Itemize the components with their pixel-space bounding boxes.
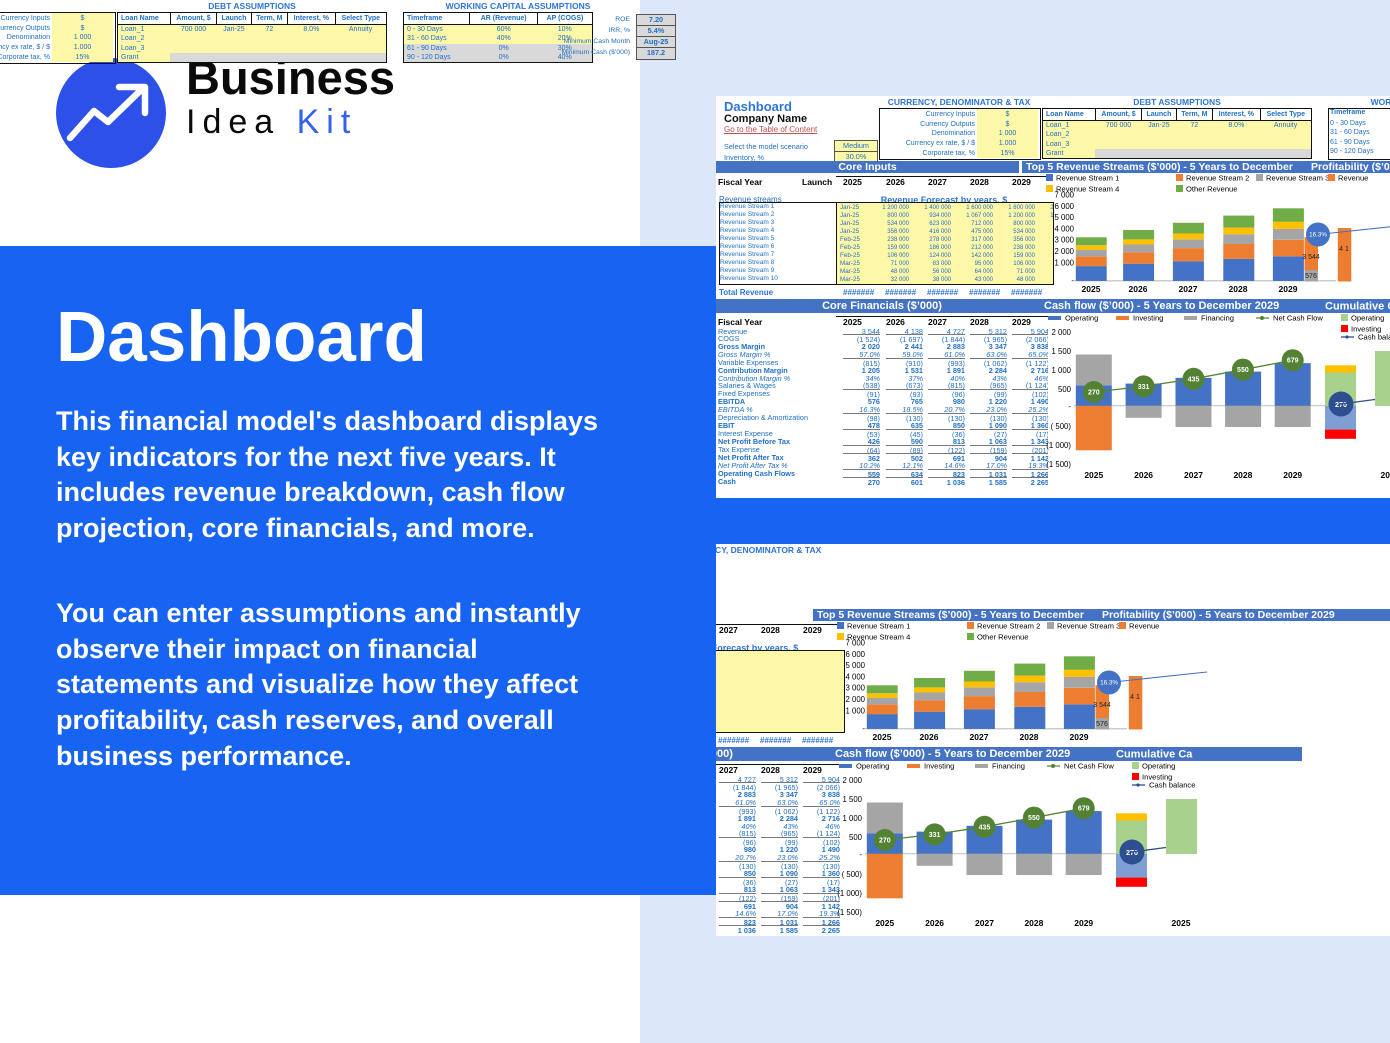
svg-text:Revenue Stream 1: Revenue Stream 1: [847, 622, 910, 631]
svg-text:2029: 2029: [1070, 732, 1089, 742]
svg-text:3 000: 3 000: [1054, 236, 1074, 245]
svg-text:Revenue Stream 3: Revenue Stream 3: [1266, 174, 1329, 183]
svg-text:Revenue: Revenue: [1338, 174, 1368, 183]
svg-text:576: 576: [1096, 721, 1108, 728]
svg-text:4 000: 4 000: [845, 672, 865, 681]
svg-text:2027: 2027: [1179, 284, 1198, 294]
svg-text:2025: 2025: [873, 732, 892, 742]
svg-text:576: 576: [1305, 273, 1317, 280]
svg-text:1 000: 1 000: [845, 706, 865, 715]
svg-text:2026: 2026: [1129, 284, 1148, 294]
svg-text:-: -: [1071, 276, 1074, 285]
svg-text:4 1: 4 1: [1130, 694, 1140, 701]
svg-text:3 544: 3 544: [1302, 254, 1320, 261]
svg-text:3 544: 3 544: [1093, 702, 1111, 709]
svg-text:Revenue Stream 2: Revenue Stream 2: [1186, 174, 1249, 183]
svg-text:5 000: 5 000: [845, 661, 865, 670]
svg-text:Revenue Stream 2: Revenue Stream 2: [977, 622, 1040, 631]
svg-text:1 000: 1 000: [1054, 258, 1074, 267]
svg-text:Revenue: Revenue: [1129, 622, 1159, 631]
svg-text:2 000: 2 000: [1054, 247, 1074, 256]
svg-text:6 000: 6 000: [845, 650, 865, 659]
svg-text:2029: 2029: [1279, 284, 1298, 294]
svg-text:-: -: [862, 724, 865, 733]
svg-text:4 1: 4 1: [1339, 246, 1349, 253]
svg-text:2 000: 2 000: [845, 695, 865, 704]
svg-text:2026: 2026: [920, 732, 939, 742]
svg-text:Other Revenue: Other Revenue: [977, 633, 1029, 642]
svg-text:6 000: 6 000: [1054, 202, 1074, 211]
svg-text:2025: 2025: [1082, 284, 1101, 294]
svg-text:2027: 2027: [970, 732, 989, 742]
svg-text:7 000: 7 000: [1054, 191, 1074, 200]
svg-text:16.3%: 16.3%: [1309, 232, 1327, 239]
svg-text:Revenue Stream 3: Revenue Stream 3: [1057, 622, 1120, 631]
svg-text:5 000: 5 000: [1054, 213, 1074, 222]
svg-text:2028: 2028: [1229, 284, 1248, 294]
svg-text:3 000: 3 000: [845, 684, 865, 693]
svg-text:4 000: 4 000: [1054, 224, 1074, 233]
svg-text:Other Revenue: Other Revenue: [1186, 185, 1238, 194]
svg-text:7 000: 7 000: [845, 639, 865, 648]
svg-text:2028: 2028: [1020, 732, 1039, 742]
svg-text:16.3%: 16.3%: [1100, 680, 1118, 687]
svg-text:Revenue Stream 1: Revenue Stream 1: [1056, 174, 1119, 183]
